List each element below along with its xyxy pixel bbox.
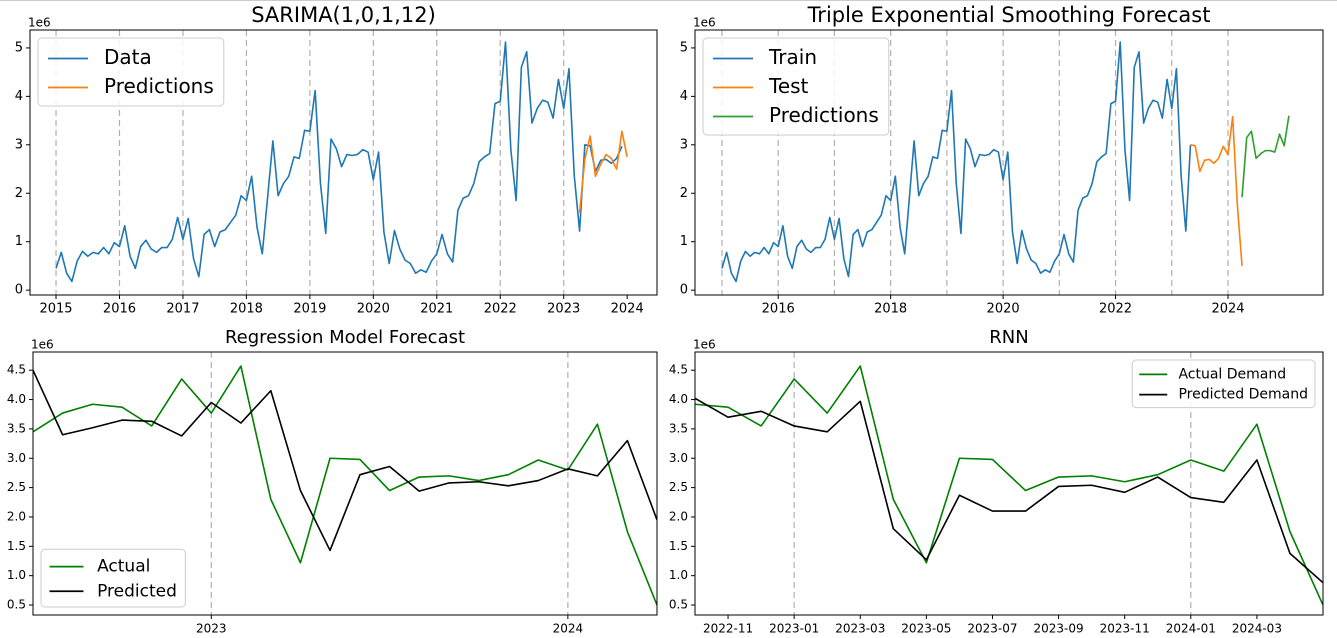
x-tick-label: 2024 (1211, 302, 1244, 317)
panel: 0 1 2 3 4 5 2016 2018 2020 2022 2024 Triple Exponen… (680, 3, 1324, 317)
y-tick-label: 1.0 (7, 568, 26, 582)
x-tick-label: 2023-11 (1100, 622, 1150, 636)
legend: Data Predictions (37, 37, 225, 107)
x-tick-label: 2015 (39, 302, 72, 317)
x-tick-label: 2023 (547, 302, 580, 317)
legend: Train Test Predictions (702, 37, 890, 136)
x-tick-label: 2023-07 (967, 622, 1017, 636)
y-offset-label: 1e6 (693, 16, 716, 30)
axes-frame (694, 29, 1324, 296)
legend-box (1131, 359, 1316, 409)
axes-frame (32, 351, 658, 616)
y-offset-label: 1e6 (693, 338, 716, 352)
x-tick-label: 2024 (611, 302, 644, 317)
y-offset-label: 1e6 (28, 16, 51, 30)
chart-title: RNN (989, 327, 1028, 348)
y-tick-label: 4 (15, 89, 23, 104)
legend-box (40, 548, 186, 608)
chart-title: SARIMA(1,0,1,12) (251, 3, 436, 27)
y-tick-label: 3.5 (669, 421, 688, 435)
x-tick-label: 2016 (762, 302, 795, 317)
x-tick-label: 2016 (103, 302, 136, 317)
panel: 0 1 2 3 4 5 2015 2016 2017 2018 2019 2020 2021 2022 20… (15, 3, 658, 317)
series-line (695, 365, 1323, 606)
y-tick-label: 1.5 (7, 539, 26, 553)
y-tick-label: 2 (680, 186, 688, 201)
legend-label: Predictions (104, 74, 214, 98)
y-tick-label: 0 (15, 283, 23, 298)
legend-label: Actual (97, 557, 150, 577)
y-tick-label: 3.0 (7, 451, 26, 465)
series-line (33, 369, 657, 552)
y-tick-label: 0 (680, 283, 688, 298)
x-tick-label: 2022-11 (703, 622, 753, 636)
y-tick-label: 4.0 (7, 392, 26, 406)
chart-title: Triple Exponential Smoothing Forecast (807, 3, 1211, 27)
axes-frame (694, 351, 1324, 616)
series-line (721, 41, 1192, 283)
y-tick-label: 0.5 (7, 598, 26, 612)
y-tick-label: 5 (15, 40, 23, 55)
x-tick-label: 2022 (1099, 302, 1132, 317)
x-tick-label: 2023-01 (769, 622, 819, 636)
y-tick-label: 1 (680, 234, 688, 249)
legend-label: Predicted Demand (1178, 387, 1308, 403)
series-line (1190, 115, 1243, 266)
y-tick-label: 1 (15, 234, 23, 249)
x-tick-label: 2024 (553, 622, 584, 636)
y-tick-label: 4.0 (669, 392, 688, 406)
y-offset-label: 1e6 (31, 338, 54, 352)
x-tick-label: 2023 (196, 622, 227, 636)
legend-label: Test (768, 74, 809, 98)
y-tick-label: 3 (680, 137, 688, 152)
x-tick-label: 2023-09 (1034, 622, 1084, 636)
legend-label: Actual Demand (1178, 366, 1286, 382)
legend-label: Predicted (97, 581, 177, 601)
y-tick-label: 4 (680, 89, 688, 104)
panel: 0.5 1.0 1.5 2.0 2.5 3.0 3.5 4.0 4.5 2023 2024 Regre… (7, 327, 658, 636)
x-tick-label: 2024-01 (1166, 622, 1216, 636)
x-tick-label: 2024-03 (1232, 622, 1282, 636)
legend-label: Predictions (769, 103, 879, 127)
series-line (55, 41, 623, 283)
legend: Actual Demand Predicted Demand (1131, 359, 1316, 409)
x-tick-label: 2022 (484, 302, 517, 317)
y-tick-label: 2.0 (7, 509, 26, 523)
y-tick-label: 3.5 (7, 421, 26, 435)
y-tick-label: 2.5 (669, 480, 688, 494)
x-tick-label: 2023-03 (835, 622, 885, 636)
legend: Actual Predicted (40, 548, 186, 608)
x-tick-label: 2020 (987, 302, 1020, 317)
series-line (1241, 115, 1290, 198)
x-tick-label: 2018 (230, 302, 263, 317)
y-tick-label: 4.5 (669, 363, 688, 377)
y-tick-label: 5 (680, 40, 688, 55)
legend-label: Data (104, 45, 152, 69)
series-line (695, 397, 1323, 584)
legend-box (37, 37, 225, 107)
x-tick-label: 2023-05 (901, 622, 951, 636)
y-tick-label: 2.0 (669, 509, 688, 523)
legend-label: Train (768, 45, 817, 69)
y-tick-label: 2 (15, 186, 23, 201)
y-tick-label: 1.0 (669, 568, 688, 582)
x-tick-label: 2017 (166, 302, 199, 317)
panel: 0.5 1.0 1.5 2.0 2.5 3.0 3.5 4.0 4.5 2022-11 2023-0… (669, 327, 1324, 636)
y-tick-label: 3 (15, 137, 23, 152)
legend-box (702, 37, 890, 136)
series-line (578, 130, 628, 213)
axes-frame (29, 29, 658, 296)
y-tick-label: 3.0 (669, 451, 688, 465)
y-tick-label: 1.5 (669, 539, 688, 553)
y-tick-label: 4.5 (7, 363, 26, 377)
y-tick-label: 2.5 (7, 480, 26, 494)
x-tick-label: 2021 (420, 302, 453, 317)
x-tick-label: 2019 (293, 302, 326, 317)
chart-title: Regression Model Forecast (225, 327, 465, 348)
x-tick-label: 2020 (357, 302, 390, 317)
series-line (33, 365, 657, 606)
x-tick-label: 2018 (874, 302, 907, 317)
y-tick-label: 0.5 (669, 598, 688, 612)
